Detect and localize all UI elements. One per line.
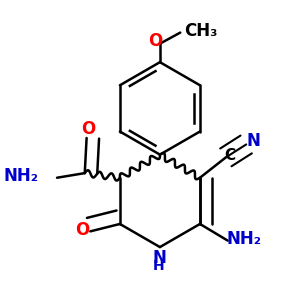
Text: C: C (224, 148, 235, 163)
Text: H: H (152, 259, 164, 273)
Text: NH₂: NH₂ (227, 230, 262, 248)
Text: O: O (148, 32, 162, 50)
Text: O: O (75, 221, 89, 239)
Text: N: N (153, 249, 167, 267)
Text: O: O (81, 120, 96, 138)
Text: NH₂: NH₂ (4, 167, 38, 185)
Text: N: N (247, 132, 260, 150)
Text: CH₃: CH₃ (184, 22, 217, 40)
